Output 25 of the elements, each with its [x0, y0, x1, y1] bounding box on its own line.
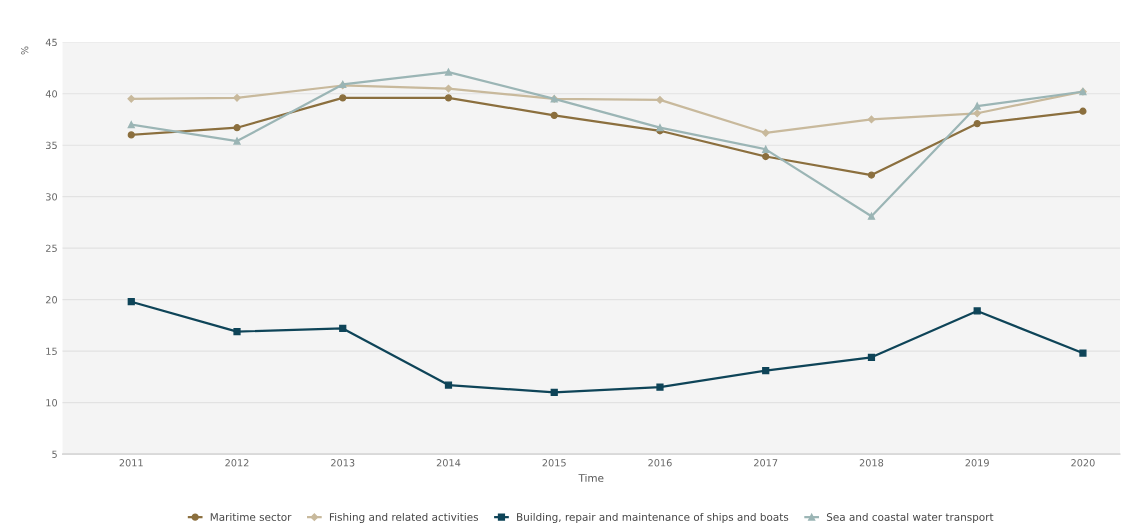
x-tick-label: 2011 — [119, 459, 143, 467]
x-axis-title: Time — [578, 473, 604, 482]
legend-label: Fishing and related activities — [329, 512, 479, 523]
y-tick-label: 45 — [45, 38, 57, 47]
x-tick-label: 2014 — [436, 459, 461, 467]
legend-label: Sea and coastal water transport — [826, 512, 994, 523]
y-tick-label: 10 — [46, 399, 58, 407]
y-tick-label: 30 — [46, 193, 58, 201]
y-tick-label: 25 — [46, 244, 57, 252]
legend-label: Maritime sector — [210, 512, 292, 521]
x-tick-label: 2012 — [225, 459, 249, 467]
y-tick-label: 35 — [46, 141, 57, 150]
y-tick-label: 20 — [46, 296, 58, 304]
legend-label: Building, repair and maintenance of ships and boats — [517, 512, 789, 523]
x-tick-label: 2018 — [859, 459, 884, 467]
y-tick-label: 5 — [52, 450, 57, 458]
x-tick-label: 2019 — [965, 459, 989, 467]
y-axis-title: % — [20, 46, 29, 55]
x-tick-label: 2020 — [1071, 459, 1095, 467]
x-tick-label: 2015 — [542, 459, 566, 467]
x-tick-label: 2017 — [754, 459, 778, 467]
x-tick-label: 2013 — [331, 459, 355, 467]
x-tick-label: 2016 — [648, 459, 672, 467]
y-tick-label: 40 — [45, 90, 58, 98]
y-tick-label: 15 — [46, 347, 57, 355]
